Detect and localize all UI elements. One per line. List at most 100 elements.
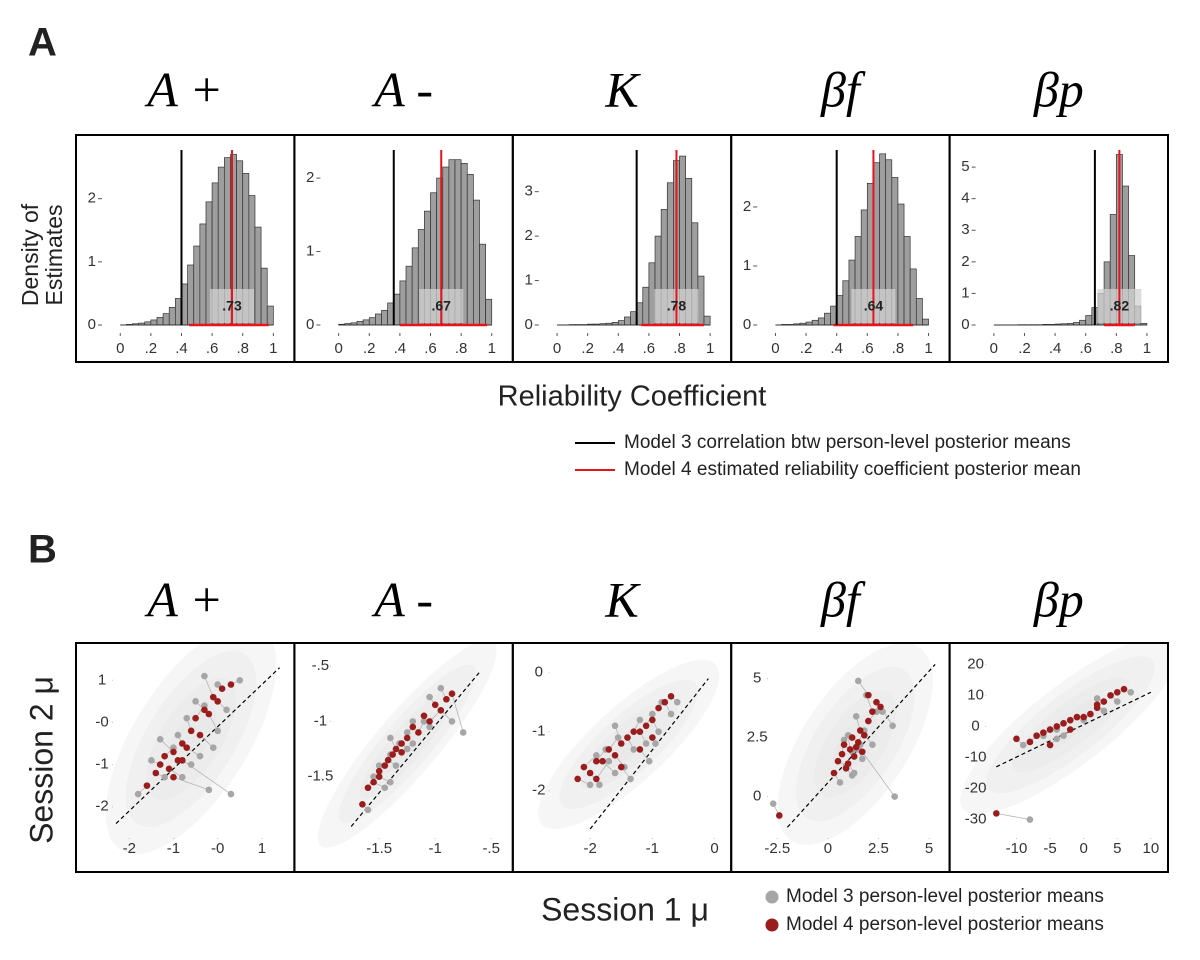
point [649,710,656,718]
point [593,775,600,783]
point [214,727,221,735]
y-tick-label: -.5 [312,657,330,674]
point [830,769,838,777]
point [426,693,433,701]
bar [642,286,650,326]
bar [199,223,207,326]
x-tick-label: .2 [1018,340,1031,357]
point [858,748,866,756]
point [179,773,186,781]
chart-title: βp [1033,571,1084,627]
x-tick-label: .6 [1079,340,1092,357]
point [649,734,656,741]
x-tick-label: 5 [1113,840,1121,857]
point [1120,685,1128,693]
bar [162,313,170,326]
panel-label: A [28,21,57,65]
y-tick-label: 4 [961,190,969,207]
x-tick-label: 2.5 [868,840,889,857]
point [179,740,186,747]
x-tick-label: -2.5 [764,840,790,857]
point [143,782,151,789]
chart-title: A + [144,571,223,627]
bar [817,317,825,326]
y-tick-label: 2.5 [747,729,768,746]
x-tick-label: .2 [145,340,158,357]
point [617,763,625,771]
chart-title: βf [820,571,866,627]
plot-frame [511,134,733,363]
point [381,762,389,769]
point [846,746,854,753]
y-tick-label: 0 [961,316,969,333]
bar [260,267,268,326]
x-tick-label: .4 [830,340,843,357]
point [1073,713,1081,721]
x-tick-label: .2 [363,340,376,357]
bar [922,318,929,326]
y-tick-label: 1 [961,284,969,301]
bar [811,319,819,326]
y-tick-label: 0 [535,664,543,681]
y-tick-label: 0 [306,316,314,333]
point [891,793,898,800]
y-tick-label: 1 [306,242,314,259]
plot-frame [948,134,1169,363]
bar [824,312,831,326]
point [611,722,619,730]
point [161,752,168,760]
bar [1085,315,1093,326]
x-tick-label: -2 [123,840,136,857]
point [617,740,625,747]
point [398,749,405,756]
point [170,773,177,781]
point [1026,738,1034,746]
x-tick-label: -5 [1043,840,1056,857]
point [1040,729,1047,736]
x-tick-label: .8 [1110,340,1123,357]
point [667,693,675,700]
point [448,690,456,698]
plot-area [769,643,936,845]
point [645,757,653,765]
point [183,714,191,722]
point [161,773,168,781]
x-tick-label: 0 [710,840,718,857]
plot-area [105,643,280,855]
bar [915,298,923,326]
y-tick-label: 0 [971,717,979,734]
bar [399,280,407,326]
point [375,762,383,769]
point [775,812,783,819]
x-tick-label: .4 [612,340,625,357]
point [1060,732,1067,740]
x-tick-label: .6 [424,340,437,357]
y-tick-label: 3 [524,183,532,200]
point [877,703,884,711]
point [869,708,876,715]
point [381,784,389,792]
plot-area [538,659,720,830]
point [403,734,411,742]
density-contour [105,643,277,855]
point [209,693,217,701]
connector [451,693,464,733]
bar [473,199,480,326]
point [611,769,619,777]
point [223,706,230,714]
x-axis-label: Session 1 μ [541,891,709,927]
point [420,718,428,725]
point [1066,726,1074,733]
bar [405,265,413,326]
bar [842,280,850,326]
density-contour [986,656,1155,794]
bar [168,306,176,326]
density-contour [359,689,455,799]
x-tick-label: -0 [211,840,224,857]
point [364,806,372,814]
chart-title: A + [144,61,223,117]
point [209,744,217,752]
y-tick-label: -1 [314,712,327,729]
x-tick-label: -1 [429,840,442,857]
